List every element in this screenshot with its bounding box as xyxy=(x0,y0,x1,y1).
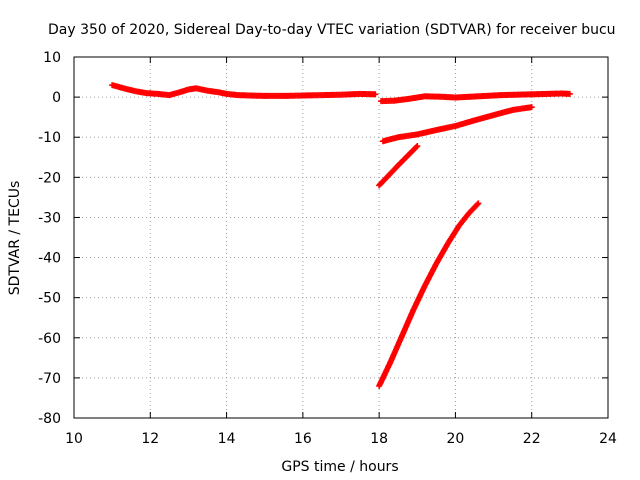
data-point xyxy=(413,144,420,151)
y-tick-label: -30 xyxy=(38,210,61,226)
y-tick-label: 0 xyxy=(52,90,61,106)
data-series xyxy=(109,82,573,389)
x-tick-label: 14 xyxy=(218,431,236,447)
y-tick-label: -60 xyxy=(38,331,61,347)
x-tick-label: 10 xyxy=(65,431,83,447)
data-series-5 xyxy=(376,200,482,389)
y-tick-label: -70 xyxy=(38,371,61,387)
y-tick-label: 10 xyxy=(43,50,61,66)
x-tick-label: 22 xyxy=(523,431,541,447)
chart-title: Day 350 of 2020, Sidereal Day-to-day VTE… xyxy=(48,22,616,38)
data-point xyxy=(414,143,421,150)
y-tick-label: -20 xyxy=(38,170,61,186)
data-series-1 xyxy=(109,82,379,99)
y-axis-label: SDTVAR / TECUs xyxy=(7,181,23,296)
y-tick-label: -50 xyxy=(38,291,61,307)
x-tick-label: 12 xyxy=(141,431,159,447)
x-tick-label: 16 xyxy=(294,431,312,447)
data-series-2 xyxy=(378,90,573,105)
grid-lines xyxy=(74,57,608,418)
y-tick-label: -40 xyxy=(38,251,61,267)
data-point xyxy=(474,201,481,208)
data-series-3 xyxy=(379,104,535,145)
axis-ticks: 10 12 14 16 18 20 22 24 10 0 -10 -20 -30 -40 -50 -60 -70… xyxy=(38,50,617,447)
y-tick-label: -10 xyxy=(38,130,61,146)
x-tick-label: 18 xyxy=(370,431,388,447)
data-series-4 xyxy=(376,143,421,189)
y-tick-label: -80 xyxy=(38,411,61,427)
data-point xyxy=(475,200,482,207)
x-axis-label: GPS time / hours xyxy=(281,459,398,475)
data-point xyxy=(372,91,379,98)
data-point xyxy=(566,90,573,97)
x-tick-label: 20 xyxy=(447,431,465,447)
x-tick-label: 24 xyxy=(599,431,617,447)
data-point xyxy=(528,104,535,111)
plot-frame xyxy=(73,56,609,419)
